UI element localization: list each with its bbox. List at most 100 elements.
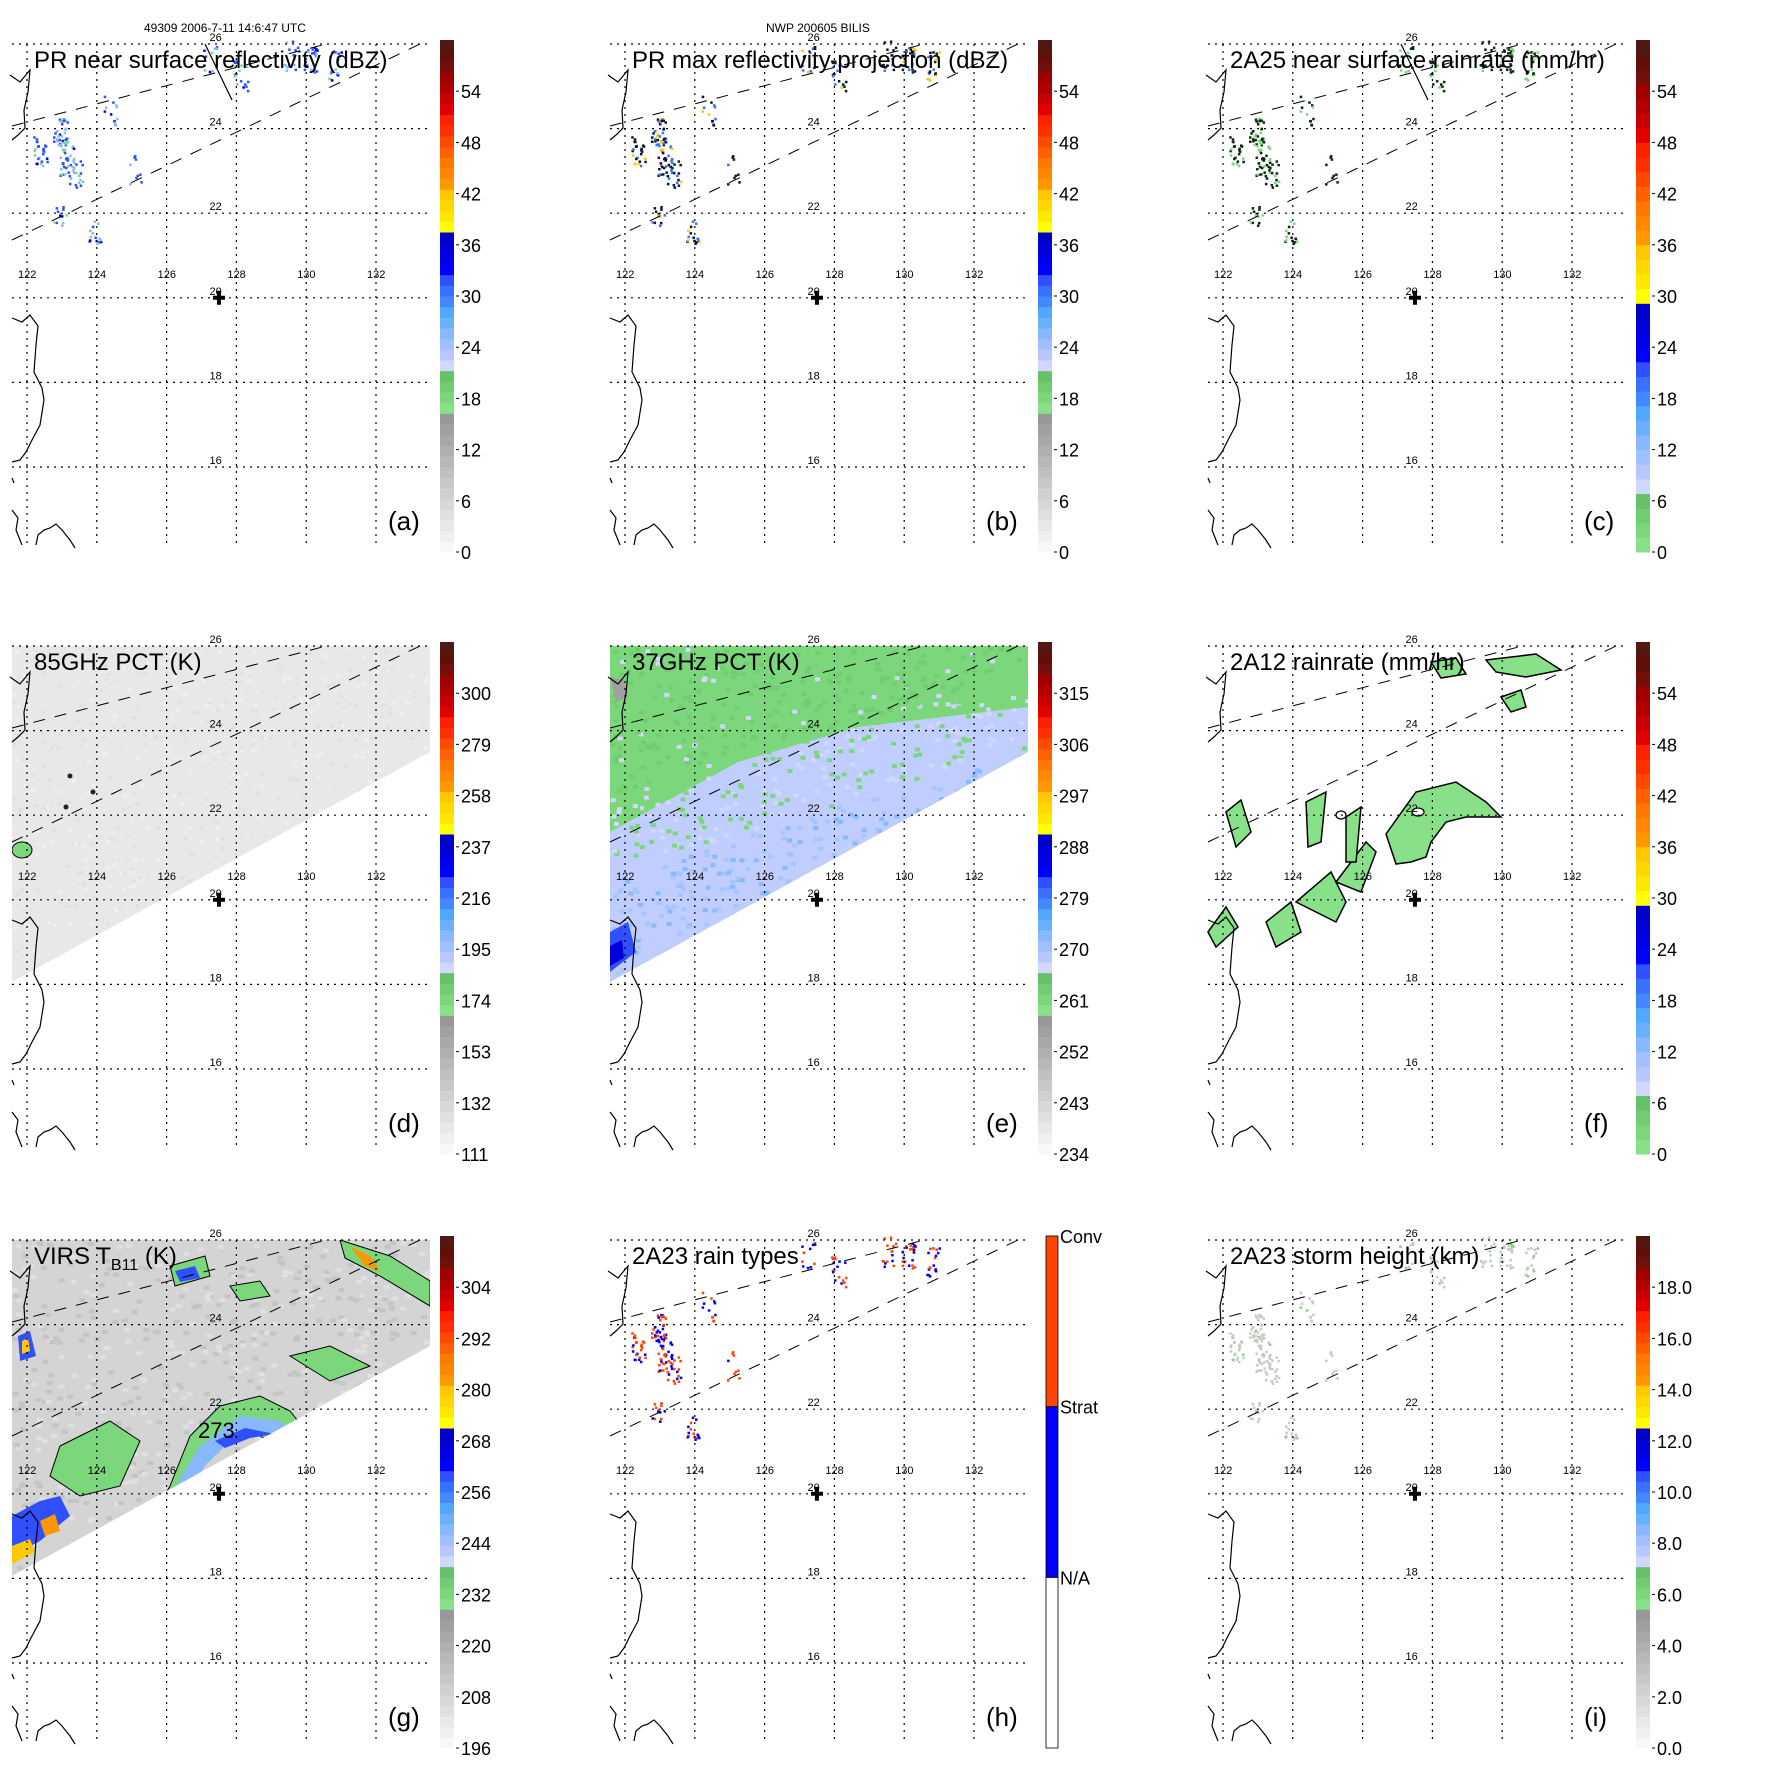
- cloud-region: [22, 1338, 30, 1354]
- colorbar-segment: [440, 1090, 454, 1102]
- swath-pixel: [924, 819, 930, 824]
- colorbar-segment: [440, 1342, 454, 1354]
- swath-pixel: [329, 724, 334, 728]
- swath-pixel: [815, 650, 821, 655]
- pixel-i: [1431, 1256, 1435, 1259]
- swath-pixel: [612, 849, 618, 854]
- swath-pixel: [877, 931, 883, 936]
- lon-tick-label: 130: [297, 871, 315, 883]
- pixel-i: [1254, 1410, 1258, 1414]
- swath-pixel: [163, 849, 168, 853]
- swath-pixel: [1008, 907, 1014, 912]
- colorbar-tick-label: 16.0: [1657, 1329, 1692, 1349]
- swath-pixel: [827, 758, 833, 763]
- cloud-region: [288, 1345, 372, 1382]
- swath-pixel: [1017, 935, 1023, 940]
- swath-pixel: [199, 1487, 206, 1492]
- pixel-b: [632, 148, 635, 151]
- swath-pixel: [356, 789, 361, 793]
- swath-pixel: [797, 825, 803, 830]
- swath-pixel: [801, 721, 807, 726]
- swath-pixel: [79, 1298, 86, 1303]
- swath-pixel: [178, 1385, 185, 1390]
- swath-pixel: [399, 1572, 406, 1576]
- colorbar-segment: [440, 1470, 454, 1482]
- pixel-b: [701, 110, 705, 113]
- pixel-a: [72, 147, 76, 150]
- swath-pixel: [958, 730, 964, 735]
- pixel-c: [1256, 173, 1260, 176]
- swath-pixel: [820, 766, 826, 771]
- colorbar-segment: [1636, 171, 1650, 187]
- swath-pixel: [643, 805, 649, 810]
- swath-pixel: [145, 1255, 152, 1260]
- swath-pixel: [900, 728, 906, 733]
- swath-pixel: [722, 733, 728, 738]
- swath-pixel: [656, 760, 662, 765]
- swath-pixel: [172, 756, 177, 760]
- pixel-h: [670, 1367, 674, 1370]
- pixel-i: [1439, 1279, 1443, 1282]
- colorbar-tick-label: 0: [1657, 1145, 1667, 1165]
- pixel-h: [844, 1276, 848, 1280]
- swath-pixel: [103, 1259, 110, 1264]
- pixel-h: [934, 1254, 938, 1258]
- pixel-a: [283, 63, 287, 67]
- pixel-c: [1442, 89, 1446, 93]
- swath-pixel: [274, 1552, 281, 1557]
- pixel-c: [1271, 186, 1275, 189]
- swath-pixel: [231, 1398, 238, 1403]
- swath-pixel: [316, 1561, 323, 1566]
- lon-tick-label: 124: [686, 1465, 704, 1477]
- swath-pixel: [21, 909, 26, 913]
- colorbar-segment: [440, 983, 454, 995]
- swath-pixel: [161, 1256, 168, 1261]
- pixel-a: [58, 118, 62, 121]
- pixel-c: [1501, 64, 1505, 67]
- pixel-a: [55, 138, 59, 141]
- pixel-i: [1530, 1247, 1533, 1250]
- pixel-b: [659, 139, 663, 143]
- swath-pixel: [913, 888, 919, 893]
- pixel-i: [1442, 1261, 1445, 1265]
- pixel-i: [1256, 1411, 1260, 1414]
- swath-pixel: [832, 852, 838, 857]
- swath-pixel: [336, 673, 341, 677]
- pixel-c: [1260, 143, 1264, 147]
- pixel-i: [1275, 1356, 1279, 1359]
- swath-pixel: [214, 1554, 221, 1559]
- pixel-a: [60, 144, 63, 148]
- swath-pixel: [326, 1413, 333, 1418]
- swath-pixel: [956, 742, 962, 747]
- swath-layer: 273: [12, 1240, 430, 1576]
- swath-pixel: [279, 667, 284, 671]
- colorbar-segment: [440, 1396, 454, 1408]
- pixel-a: [294, 49, 297, 52]
- swath-pixel: [732, 793, 738, 798]
- swath-pixel: [855, 921, 861, 926]
- swath-pixel: [85, 729, 90, 733]
- swath-pixel: [239, 1340, 246, 1345]
- swath-pixel: [280, 1503, 287, 1508]
- colorbar-tick-label: 42: [1657, 787, 1677, 807]
- pixel-i: [1233, 1353, 1236, 1357]
- pixel-h: [631, 1350, 635, 1353]
- colorbar-tick-label: 306: [1059, 735, 1089, 755]
- pixel-c: [1331, 176, 1334, 180]
- swath-pixel: [46, 786, 51, 790]
- swath-pixel: [51, 1433, 58, 1438]
- swath-pixel: [655, 661, 661, 666]
- pixel-b: [657, 174, 660, 177]
- colorbar-segment: [440, 1246, 454, 1258]
- swath-pixel: [139, 1377, 146, 1382]
- pixel-h: [633, 1358, 637, 1362]
- pixel-b: [670, 159, 673, 162]
- colorbar-segment: [440, 1300, 454, 1312]
- swath-pixel: [18, 889, 23, 893]
- swath-pixel: [57, 661, 62, 665]
- colorbar-tick-label: 300: [461, 684, 491, 704]
- swath-pixel: [673, 817, 679, 822]
- colorbar-tick-label: 36: [1657, 236, 1677, 256]
- swath-pixel: [20, 758, 25, 762]
